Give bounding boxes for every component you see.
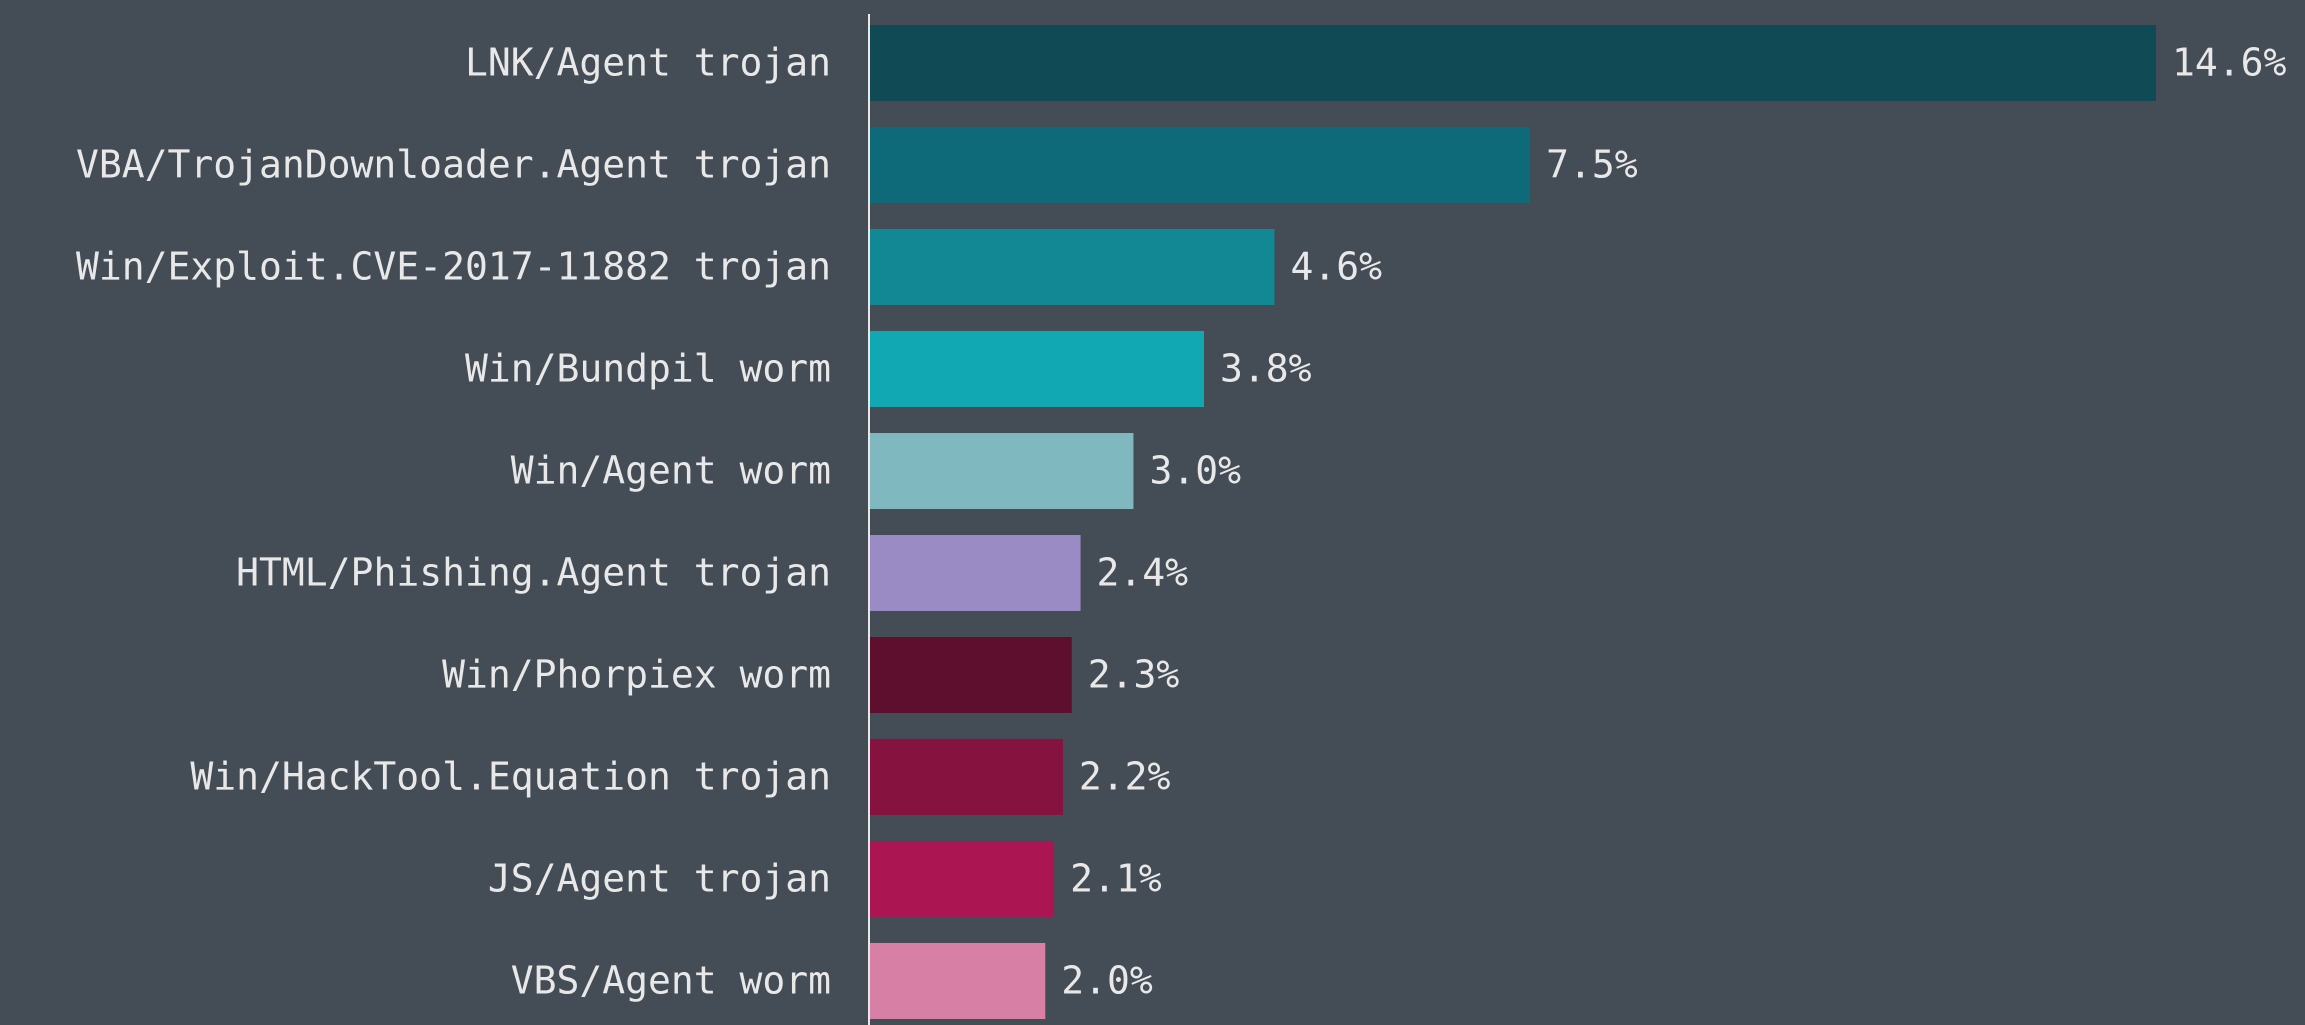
- value-label: 2.4%: [1097, 551, 1189, 595]
- value-label: 2.0%: [1061, 959, 1153, 1003]
- bar: [870, 739, 1063, 815]
- category-label: Win/Bundpil worm: [465, 347, 831, 391]
- bar: [870, 943, 1046, 1019]
- category-label: Win/HackTool.Equation trojan: [190, 755, 831, 799]
- value-label: 7.5%: [1546, 143, 1638, 187]
- value-label: 14.6%: [2172, 41, 2287, 85]
- category-label: VBS/Agent worm: [511, 959, 831, 1003]
- bar: [870, 535, 1081, 611]
- category-label: Win/Phorpiex worm: [442, 653, 831, 697]
- bar: [870, 637, 1072, 713]
- bar: [870, 229, 1275, 305]
- bar: [870, 841, 1055, 917]
- category-label: LNK/Agent trojan: [465, 41, 831, 85]
- value-label: 2.3%: [1088, 653, 1180, 697]
- category-label: Win/Agent worm: [511, 449, 831, 493]
- value-label: 2.2%: [1079, 755, 1171, 799]
- value-label: 3.0%: [1149, 449, 1241, 493]
- bar: [870, 25, 2156, 101]
- bar: [870, 331, 1204, 407]
- value-label: 3.8%: [1220, 347, 1312, 391]
- value-label: 2.1%: [1070, 857, 1162, 901]
- category-label: HTML/Phishing.Agent trojan: [236, 551, 831, 595]
- bar: [870, 127, 1531, 203]
- category-label: Win/Exploit.CVE-2017-11882 trojan: [76, 245, 831, 289]
- category-label: JS/Agent trojan: [488, 857, 831, 901]
- category-label: VBA/TrojanDownloader.Agent trojan: [76, 143, 831, 187]
- bar: [870, 433, 1134, 509]
- value-label: 4.6%: [1290, 245, 1382, 289]
